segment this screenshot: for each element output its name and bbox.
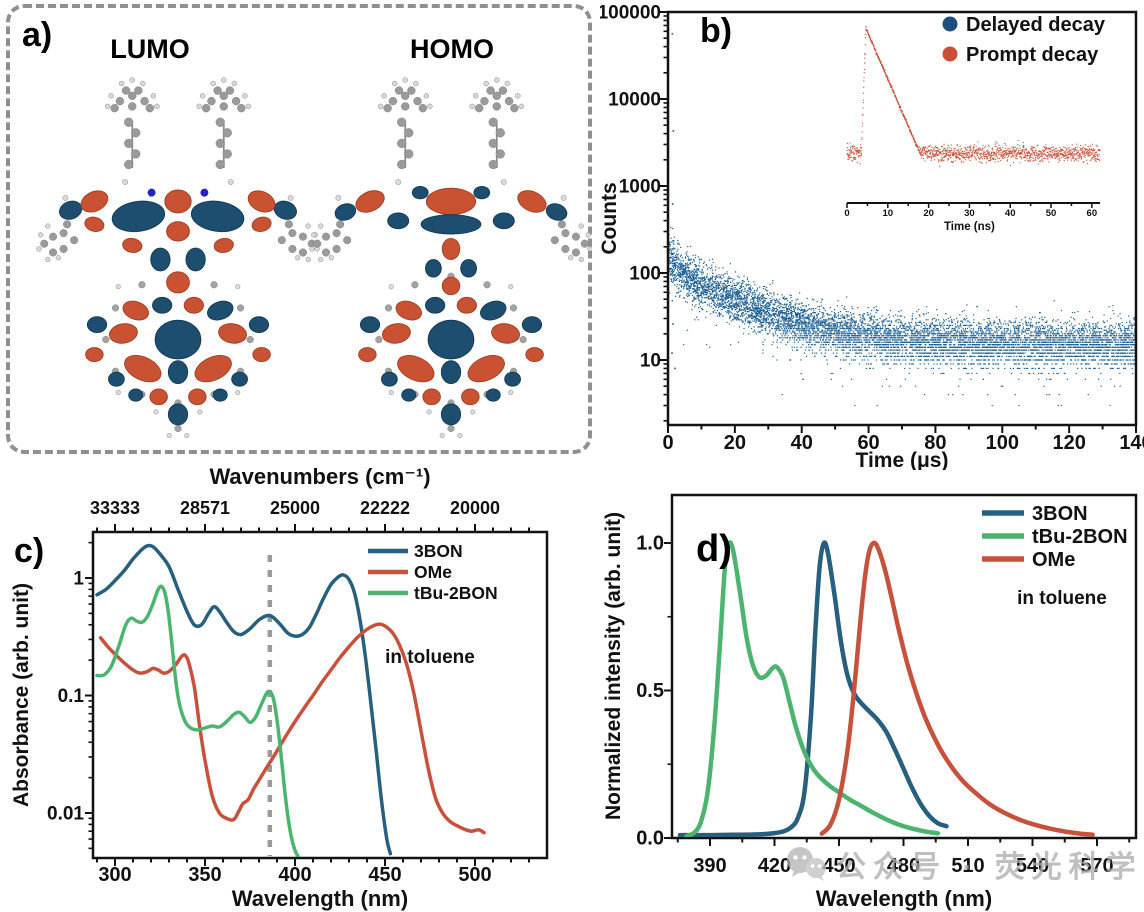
d-y-tick-label: 0.5 — [636, 680, 664, 702]
c-x-tick-label: 400 — [278, 864, 311, 886]
d-x-axis-label: Wavelength (nm) — [816, 886, 992, 911]
b-x-tick-label: 0 — [662, 432, 673, 454]
b-legend-marker — [942, 46, 958, 62]
c-top-tick-label: 20000 — [450, 498, 500, 518]
panel-b-axes: 02040608010012014010100100010000100000Ti… — [600, 3, 1144, 471]
panel-d-emission-plot: 390 420 450 480 510 540 570 0.0 0.5 1.0 Wavelength… — [602, 493, 1138, 911]
panel-c-axes: 300 350 400 450 500 33333 28571 25000 22222 20000… — [10, 464, 549, 911]
c-top-axis-label: Wavenumbers (cm⁻¹) — [209, 464, 430, 489]
b-x-tick-label: 120 — [1052, 432, 1085, 454]
b-inset-tick-label: 60 — [1087, 208, 1098, 219]
b-x-tick-label: 60 — [857, 432, 879, 454]
b-legend-label: Delayed decay — [966, 14, 1106, 36]
panel-a-dashed-border — [6, 4, 592, 454]
b-y-axis-label: Counts — [600, 182, 621, 254]
d-curve-tBu-2BON — [684, 540, 941, 837]
d-x-tick-label: 540 — [1016, 855, 1049, 877]
b-x-axis-label: Time (μs) — [856, 449, 949, 470]
b-legend-label: Prompt decay — [966, 44, 1099, 66]
lumo-orbital-image — [36, 77, 320, 439]
c-curve-3BON — [95, 543, 393, 856]
c-legend-label: 3BON — [414, 541, 463, 561]
c-curve-tBu-2BON — [95, 584, 301, 857]
c-legend-label: OMe — [414, 562, 452, 582]
panel-a-orbital-images — [36, 77, 592, 439]
d-x-tick-label: 570 — [1080, 855, 1113, 877]
lumo-title: LUMO — [110, 34, 190, 64]
b-y-tick-label: 100 — [629, 264, 661, 285]
c-top-tick-label: 33333 — [90, 498, 140, 518]
b-x-tick-label: 40 — [791, 432, 813, 454]
panel-d-label: d) — [696, 528, 732, 570]
panel-c-absorption-plot: 300 350 400 450 500 33333 28571 25000 22222 20000… — [10, 464, 549, 911]
panel-d-axes: 390 420 450 480 510 540 570 0.0 0.5 1.0 Wavelength… — [602, 493, 1138, 911]
d-curves — [677, 540, 1095, 837]
c-top-tick-label: 28571 — [180, 498, 230, 518]
d-x-tick-label: 450 — [822, 855, 855, 877]
b-inset-tick-label: 10 — [883, 208, 894, 219]
c-y-tick-label: 0.01 — [47, 804, 84, 825]
b-legend-marker — [942, 16, 958, 32]
b-inset-tick-label: 30 — [964, 208, 975, 219]
panel-b-decay-plot: 02040608010012014010100100010000100000Ti… — [600, 3, 1144, 471]
b-y-tick-label: 10000 — [608, 90, 661, 111]
b-x-tick-label: 20 — [724, 432, 746, 454]
d-x-tick-label: 480 — [887, 855, 920, 877]
b-y-tick-label: 1000 — [619, 177, 661, 198]
c-x-tick-label: 300 — [98, 864, 131, 886]
homo-title: HOMO — [410, 34, 494, 64]
d-x-tick-label: 420 — [758, 855, 791, 877]
panel-a-label: a) — [22, 16, 53, 54]
d-x-tick-label: 510 — [951, 855, 984, 877]
d-annotation: in toluene — [1017, 588, 1107, 609]
b-y-tick-label: 10 — [640, 351, 661, 372]
b-inset-tick-label: 20 — [923, 208, 934, 219]
d-curve-3BON — [677, 540, 949, 837]
panel-b-label: b) — [700, 12, 733, 50]
panel-c-label: c) — [14, 532, 45, 570]
b-x-tick-label: 140 — [1119, 432, 1144, 454]
b-x-tick-label: 100 — [986, 432, 1019, 454]
d-y-tick-label: 1.0 — [636, 533, 664, 555]
c-x-tick-label: 500 — [458, 864, 491, 886]
d-y-axis-label: Normalized intensity (arb. unit) — [602, 512, 625, 820]
b-inset-axis: 0 10 20 30 40 50 60 Time (ns) — [844, 202, 1100, 233]
c-annotation: in toluene — [385, 647, 475, 668]
b-inset-x-label: Time (ns) — [944, 221, 995, 233]
c-curves — [95, 543, 486, 857]
b-legend: Delayed decay Prompt decay — [942, 14, 1106, 66]
d-x-tick-label: 390 — [693, 855, 726, 877]
d-y-tick-label: 0.0 — [636, 828, 664, 850]
d-legend-label: 3BON — [1032, 503, 1088, 525]
c-curve-OMe — [98, 622, 486, 835]
d-legend-label: OMe — [1032, 549, 1075, 571]
c-x-tick-label: 450 — [368, 864, 401, 886]
c-y-tick-label: 1 — [73, 569, 84, 590]
c-x-tick-label: 350 — [188, 864, 221, 886]
b-inset-tick-label: 50 — [1046, 208, 1057, 219]
b-inset-tick-label: 0 — [844, 208, 849, 219]
c-legend-label: tBu-2BON — [414, 583, 498, 603]
panel-b-scatter-canvas — [600, 0, 1144, 470]
homo-orbital-image — [309, 77, 592, 439]
c-top-tick-label: 22222 — [360, 498, 410, 518]
d-curve-OMe — [819, 540, 1095, 837]
b-inset-tick-label: 40 — [1005, 208, 1016, 219]
c-top-tick-label: 25000 — [270, 498, 320, 518]
c-y-axis-label: Absorbance (arb. unit) — [10, 583, 33, 807]
c-x-axis-label: Wavelength (nm) — [232, 886, 408, 911]
c-y-tick-label: 0.1 — [58, 686, 85, 707]
d-legend-label: tBu-2BON — [1032, 526, 1128, 548]
b-x-tick-label: 80 — [924, 432, 946, 454]
b-y-tick-label: 100000 — [600, 3, 661, 24]
